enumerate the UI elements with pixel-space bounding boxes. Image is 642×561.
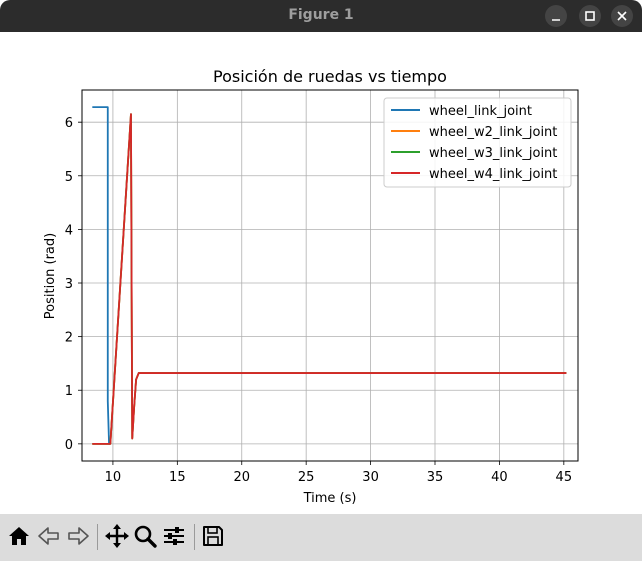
home-icon <box>9 527 29 545</box>
legend-box <box>383 97 572 188</box>
save-button[interactable] <box>199 522 227 550</box>
close-icon <box>617 11 627 21</box>
navigation-toolbar <box>0 514 642 561</box>
x-tick-label: 30 <box>362 470 379 485</box>
legend-entry: wheel_w4_link_joint <box>429 167 557 182</box>
legend-entry: wheel_link_joint <box>429 104 532 119</box>
legend-entry: wheel_w2_link_joint <box>429 125 557 140</box>
y-tick-label: 1 <box>65 384 73 399</box>
x-tick-label: 15 <box>169 470 186 485</box>
back-icon <box>38 527 59 545</box>
configure-subplots-button[interactable] <box>160 522 188 550</box>
x-tick-label: 20 <box>233 470 250 485</box>
x-tick-label: 35 <box>427 470 444 485</box>
x-axis-label: Time (s) <box>303 491 357 506</box>
series-line-wheel-link-joint <box>92 106 111 445</box>
axes-frame <box>81 89 579 462</box>
y-tick-label: 3 <box>65 277 73 292</box>
forward-button[interactable] <box>64 522 92 550</box>
legend: wheel_link_joint wheel_w2_link_jointwheel… <box>383 97 572 188</box>
toolbar-separator <box>194 524 195 550</box>
y-tick-label: 4 <box>65 223 73 238</box>
y-axis-label: Position (rad) <box>43 233 58 319</box>
minimize-button[interactable] <box>545 5 567 27</box>
minimize-icon <box>552 19 560 21</box>
forward-icon <box>68 527 89 545</box>
x-tick-label: 10 <box>105 470 122 485</box>
close-button[interactable] <box>611 5 633 27</box>
maximize-icon <box>585 11 595 21</box>
configure-subplots-icon <box>164 527 184 545</box>
y-tick-label: 2 <box>65 331 73 346</box>
x-tick-label: 25 <box>298 470 315 485</box>
zoom-button[interactable] <box>131 522 159 550</box>
x-tick-label: 45 <box>556 470 573 485</box>
chart-title: Posición de ruedas vs tiempo <box>213 67 447 86</box>
y-tick-label: 5 <box>65 170 73 185</box>
save-icon <box>203 526 223 546</box>
figure-canvas[interactable]: 10 15 20 25 30 35 40 45 0 1 2 3 4 5 6 Posición de rued… <box>0 32 642 514</box>
window-title: Figure 1 <box>288 7 354 23</box>
back-button[interactable] <box>35 522 63 550</box>
maximize-button[interactable] <box>579 5 601 27</box>
pan-icon <box>105 524 129 548</box>
y-tick-label: 0 <box>65 438 73 453</box>
grid <box>82 90 578 461</box>
pan-button[interactable] <box>103 522 131 550</box>
home-button[interactable] <box>5 522 33 550</box>
toolbar-separator <box>97 524 98 550</box>
series-line-wheel-w4-link-joint <box>92 113 567 445</box>
title-bar[interactable]: Figure 1 <box>0 0 642 32</box>
legend-entry: wheel_w3_link_joint <box>429 146 557 161</box>
series-lines <box>92 106 567 445</box>
x-tick-label: 40 <box>491 470 508 485</box>
zoom-icon <box>134 525 157 548</box>
y-tick-label: 6 <box>65 116 73 131</box>
